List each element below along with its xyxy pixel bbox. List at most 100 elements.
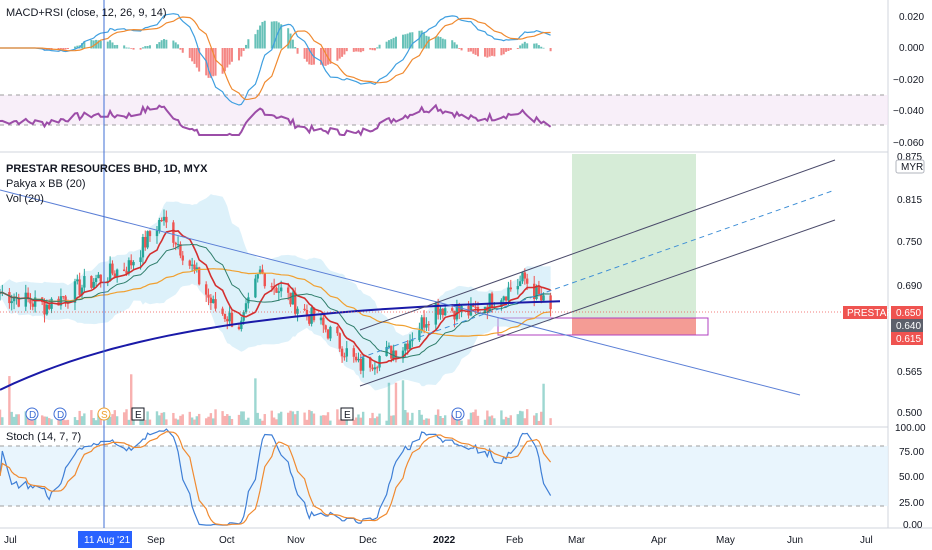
candle xyxy=(80,287,84,296)
volume-bar xyxy=(221,411,224,425)
candle xyxy=(523,272,527,279)
volume-bar xyxy=(214,409,217,425)
macd-histogram-bar xyxy=(99,41,102,49)
macd-histogram-bar xyxy=(491,48,494,56)
candle xyxy=(26,292,30,300)
candle xyxy=(144,236,147,248)
candle xyxy=(244,303,248,313)
dividend-marker[interactable]: D xyxy=(451,407,465,421)
volume-bar xyxy=(242,411,245,425)
volume-bar xyxy=(165,419,168,425)
volume-bar xyxy=(357,414,360,425)
split-marker[interactable]: S xyxy=(97,407,111,421)
candle xyxy=(122,269,126,272)
volume-bar xyxy=(418,410,421,425)
dividend-marker[interactable]: D xyxy=(53,407,67,421)
macd-histogram-bar xyxy=(273,21,276,49)
volume-bar xyxy=(160,412,163,425)
macd-histogram-bar xyxy=(521,43,524,49)
volume-bar xyxy=(439,415,442,425)
macd-histogram-bar xyxy=(242,48,245,51)
volume-bar xyxy=(263,414,266,425)
candle xyxy=(533,283,536,299)
volume-bar xyxy=(472,412,475,425)
earnings-marker[interactable]: E xyxy=(131,407,145,421)
volume-bar xyxy=(230,418,234,425)
candle xyxy=(113,273,117,277)
macd-histogram-bar xyxy=(291,39,294,49)
volume-bar xyxy=(525,409,529,425)
candle xyxy=(488,293,491,312)
volume-bar xyxy=(312,413,316,425)
volume-bar xyxy=(181,414,184,425)
candle xyxy=(420,317,423,331)
stoch-label: Stoch (14, 7, 7) xyxy=(6,431,81,443)
macd-histogram-bar xyxy=(43,48,46,51)
macd-histogram-bar xyxy=(458,48,461,49)
indicator-lines xyxy=(0,229,561,391)
volume-bar xyxy=(209,413,213,425)
macd-histogram-bar xyxy=(434,36,437,49)
candle xyxy=(57,298,60,306)
candle xyxy=(343,356,346,358)
target-zone[interactable] xyxy=(572,154,696,318)
candle xyxy=(525,278,529,284)
volume-bar xyxy=(516,414,520,425)
volume-bar xyxy=(277,413,281,425)
stoch-band xyxy=(0,446,888,506)
dividend-marker[interactable]: D xyxy=(25,407,39,421)
last-price-tag xyxy=(891,306,923,319)
volume-bar xyxy=(144,419,147,425)
macd-histogram-bar xyxy=(500,48,503,56)
macd-histogram-bar xyxy=(254,34,257,49)
candle xyxy=(78,279,81,296)
macd-histogram-bar xyxy=(310,48,313,65)
descending-trendline[interactable] xyxy=(0,189,801,396)
volume-bar xyxy=(326,412,330,425)
candle xyxy=(209,297,213,303)
channel-upper[interactable] xyxy=(359,159,836,331)
macd-histogram-bar xyxy=(123,45,126,49)
candle xyxy=(537,286,541,295)
macd-histogram-bar xyxy=(188,48,191,58)
volume-bar xyxy=(50,419,53,425)
candle xyxy=(155,230,159,237)
macd-histogram-bar xyxy=(549,48,552,52)
stop-zone[interactable] xyxy=(572,318,696,335)
volume-bar xyxy=(254,378,257,425)
volume-bar xyxy=(240,411,243,425)
channel-lower[interactable] xyxy=(359,219,836,387)
macd-histogram-bar xyxy=(486,48,489,58)
macd-histogram-bar xyxy=(160,40,163,49)
earnings-marker[interactable]: E xyxy=(340,407,354,421)
volume-bar xyxy=(535,413,538,425)
candle xyxy=(277,291,281,293)
volume-bar xyxy=(310,411,313,425)
currency-badge[interactable] xyxy=(895,159,925,174)
channel-mid[interactable] xyxy=(359,189,836,359)
macd-histogram-bar xyxy=(444,39,447,49)
volume-bar xyxy=(411,412,414,425)
volume-bar xyxy=(237,414,241,425)
candle xyxy=(443,308,447,316)
volume-bar xyxy=(406,412,409,425)
macd-histogram-bar xyxy=(228,48,231,65)
volume-bar xyxy=(207,416,210,425)
candle xyxy=(275,287,278,293)
volume-bar xyxy=(436,409,440,425)
macd-histogram-bar xyxy=(155,44,158,49)
macd-histogram-bar xyxy=(362,48,365,52)
rsi-band xyxy=(0,95,888,125)
macd-histogram-bar xyxy=(193,48,196,64)
macd-histogram-bar xyxy=(542,47,545,49)
candle xyxy=(406,343,409,350)
entry-box[interactable] xyxy=(497,317,709,336)
volume-bar xyxy=(289,410,292,425)
volume-bar xyxy=(92,418,95,425)
candle xyxy=(518,281,522,287)
macd-histogram-bar xyxy=(146,45,149,49)
macd-histogram-bar xyxy=(467,48,470,52)
macd-histogram-bar xyxy=(81,43,84,49)
macd-histogram-bar xyxy=(404,34,407,49)
